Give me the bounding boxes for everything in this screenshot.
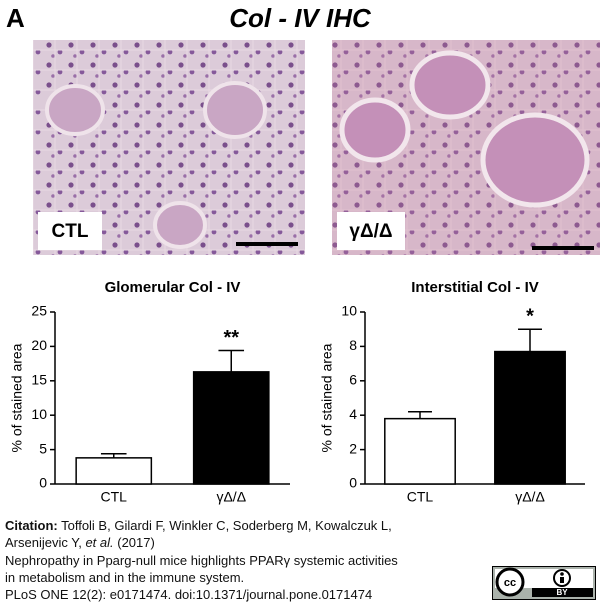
citation-line: Citation: Toffoli B, Gilardi F, Winkler … <box>5 518 392 533</box>
figure-graphics: A Col - IV IHC CTL γΔ/Δ Glomerular Col -… <box>6 3 600 505</box>
y-tick-label: 5 <box>39 440 47 456</box>
figure-title: Col - IV IHC <box>229 3 372 33</box>
y-tick-label: 2 <box>349 440 357 456</box>
image-left: CTL <box>33 40 305 255</box>
y-tick-label: 10 <box>341 303 357 319</box>
citation-text: Toffoli B, Gilardi F, Winkler C, Soderbe… <box>57 518 392 533</box>
y-tick-label: 10 <box>31 406 47 422</box>
chart-title: Glomerular Col - IV <box>105 279 241 296</box>
citation-line: Arsenijevic Y, et al. (2017) <box>5 535 155 550</box>
image-label: CTL <box>52 221 89 242</box>
y-tick-label: 25 <box>31 303 47 319</box>
y-tick-label: 0 <box>349 475 357 491</box>
panel-label: A <box>6 3 25 33</box>
svg-text:cc: cc <box>504 577 516 589</box>
y-tick-label: 4 <box>349 406 357 422</box>
citation-label: Citation: <box>5 518 58 533</box>
y-axis-label: % of stained area <box>319 343 335 452</box>
y-tick-label: 20 <box>31 337 47 353</box>
y-tick-label: 6 <box>349 372 357 388</box>
x-tick-label: γΔ/Δ <box>515 489 545 505</box>
y-tick-label: 8 <box>349 337 357 353</box>
image-right: γΔ/Δ <box>332 40 600 255</box>
y-axis-label: % of stained area <box>9 343 25 452</box>
y-tick-label: 15 <box>31 372 47 388</box>
bar <box>192 371 270 485</box>
y-tick-label: 0 <box>39 475 47 491</box>
significance-label: * <box>526 305 534 327</box>
citation-text: in metabolism and in the immune system. <box>5 570 245 585</box>
citation-text: Nephropathy in Pparg-null mice highlight… <box>5 553 398 568</box>
x-tick-label: CTL <box>101 489 128 505</box>
bar <box>75 457 153 485</box>
citation-text: (2017) <box>113 535 155 550</box>
bar <box>384 417 456 485</box>
license-badge[interactable]: cc BY <box>492 566 596 600</box>
citation-text: Arsenijevic Y, <box>5 535 86 550</box>
citation-text: PLoS ONE 12(2): e0171474. doi:10.1371/jo… <box>5 587 373 602</box>
x-tick-label: γΔ/Δ <box>216 489 246 505</box>
image-label: γΔ/Δ <box>349 221 392 242</box>
chart-title: Interstitial Col - IV <box>411 279 539 296</box>
x-tick-label: CTL <box>407 489 434 505</box>
citation-text: et al. <box>85 535 114 550</box>
bar <box>494 350 566 485</box>
significance-label: ** <box>223 327 239 349</box>
license-text: BY <box>556 588 568 597</box>
